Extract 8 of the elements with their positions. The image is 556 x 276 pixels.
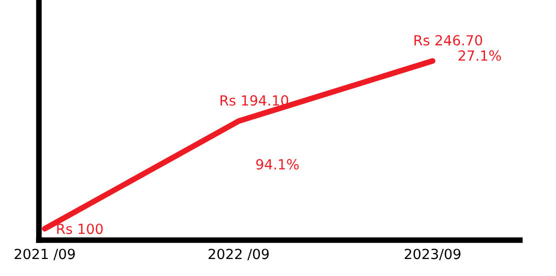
- annotation: 27.1%: [458, 50, 501, 61]
- data-label: Rs 100: [57, 224, 103, 234]
- data-label: Rs 194.10: [220, 95, 288, 106]
- x-tick-label: 2022 /09: [208, 248, 269, 260]
- x-tick-label: 2023/09: [404, 248, 460, 260]
- x-tick-label: 2021 /09: [14, 248, 75, 260]
- data-label: Rs 246.70: [414, 35, 482, 46]
- annotation: 94.1%: [256, 159, 299, 170]
